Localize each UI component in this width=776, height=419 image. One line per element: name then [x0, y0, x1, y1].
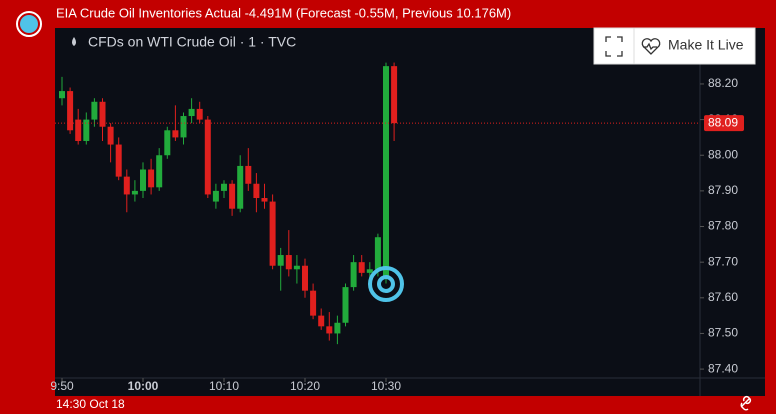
candle-body — [269, 201, 276, 266]
candle-body — [261, 198, 268, 202]
x-tick-label: 10:30 — [371, 379, 401, 393]
event-icon-dot — [20, 15, 38, 33]
candle-body — [310, 290, 317, 316]
candle-body — [67, 91, 74, 131]
candle-body — [107, 126, 114, 145]
candle-body — [83, 119, 90, 141]
candle-body — [383, 66, 389, 277]
y-tick-label: 87.50 — [708, 326, 738, 340]
y-tick-label: 87.60 — [708, 290, 738, 304]
y-tick-label: 87.90 — [708, 183, 738, 197]
candle-body — [326, 326, 333, 334]
candle-body — [221, 183, 227, 191]
event-marker — [368, 266, 404, 302]
candle-body — [156, 155, 163, 188]
candle-body — [59, 91, 65, 99]
x-tick-label: 10:10 — [209, 379, 239, 393]
y-tick-label: 87.40 — [708, 361, 738, 375]
candle-body — [115, 144, 122, 177]
link-icon[interactable] — [740, 395, 752, 411]
candle-body — [131, 190, 138, 195]
live-icon — [641, 38, 661, 55]
y-tick-label: 87.80 — [708, 219, 738, 233]
candle-body — [245, 165, 252, 184]
last-price-label: 88.09 — [708, 115, 738, 129]
candle-body — [75, 119, 82, 141]
event-marker-inner — [377, 275, 395, 293]
event-icon — [16, 11, 42, 37]
candle-body — [374, 237, 381, 270]
candle-body — [302, 265, 308, 291]
candle-body — [180, 116, 187, 138]
x-tick-label: 10:20 — [290, 379, 320, 393]
candle-body — [204, 119, 211, 195]
y-tick-label: 87.70 — [708, 254, 738, 268]
candle-body — [366, 269, 373, 273]
chart-panel — [55, 28, 765, 396]
y-tick-label: 88.00 — [708, 147, 738, 161]
candle-body — [391, 66, 398, 124]
candle-body — [253, 183, 260, 199]
candle-body — [164, 130, 171, 156]
candle-body — [358, 262, 365, 273]
candle-body — [99, 101, 106, 127]
candle-body — [293, 265, 300, 270]
candle-body — [285, 255, 292, 270]
chart-title: CFDs on WTI Crude Oil · 1 · TVC — [88, 34, 296, 50]
x-tick-label: 10:00 — [128, 379, 159, 393]
last-price-box — [704, 115, 744, 132]
candle-body — [172, 130, 179, 138]
candle-body — [140, 169, 146, 191]
toolbar — [593, 27, 756, 65]
drop-icon — [72, 37, 76, 46]
candle-body — [237, 165, 244, 209]
candle-body — [342, 287, 349, 323]
candle-body — [91, 101, 98, 120]
candle-body — [196, 108, 203, 120]
y-tick-label: 88.20 — [708, 76, 738, 90]
candle-body — [318, 315, 325, 327]
candle-body — [350, 262, 357, 288]
candle-body — [212, 190, 219, 202]
plot: 87.4087.5087.6087.7087.8087.9088.0088.10… — [50, 62, 744, 393]
make-it-live-button[interactable]: Make It Live — [668, 37, 744, 53]
x-tick-label: 9:50 — [50, 379, 74, 393]
candle-body — [229, 183, 236, 209]
candle-body — [334, 322, 341, 334]
candle-body — [277, 255, 284, 266]
candle-body — [123, 176, 130, 195]
headline: EIA Crude Oil Inventories Actual -4.491M… — [56, 5, 511, 20]
candle-body — [148, 169, 155, 188]
footer-date: 14:30 Oct 18 — [56, 397, 125, 411]
fullscreen-button[interactable] — [605, 36, 623, 57]
candle-body — [188, 108, 195, 117]
